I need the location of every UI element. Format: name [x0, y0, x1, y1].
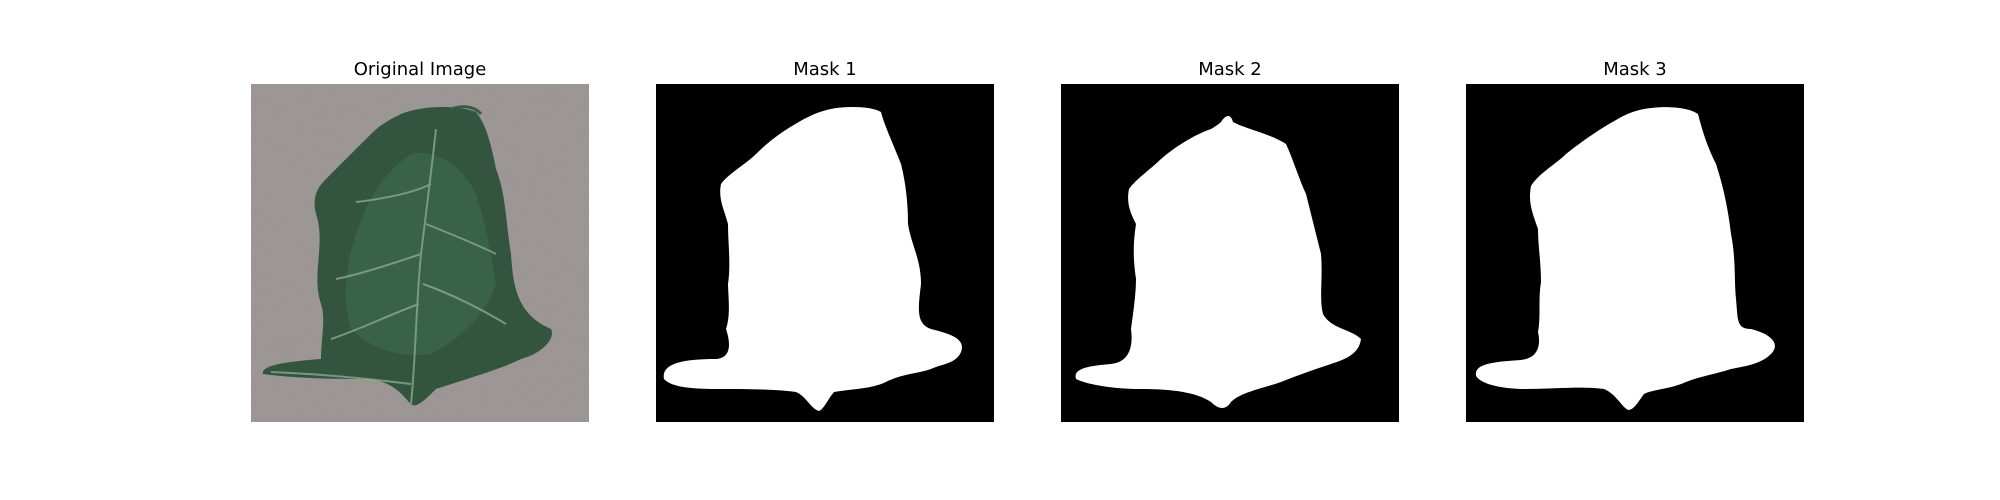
mask-shape — [1475, 107, 1775, 410]
panel-title: Mask 3 — [1603, 59, 1667, 80]
panel-title: Original Image — [353, 59, 487, 80]
leaf-photo — [251, 84, 589, 422]
mask-2-image — [1061, 84, 1399, 422]
mask-3 — [1466, 84, 1804, 422]
original-image — [251, 84, 589, 422]
mask-3-image — [1466, 84, 1804, 422]
leaf-veins — [270, 128, 507, 405]
mask-1 — [656, 84, 994, 422]
mask-2 — [1061, 84, 1399, 422]
mask-shape — [663, 107, 962, 412]
panel-title: Mask 2 — [1198, 59, 1262, 80]
mask-1-image — [656, 84, 994, 422]
panel-title: Mask 1 — [793, 59, 857, 80]
mask-shape — [1075, 116, 1361, 408]
